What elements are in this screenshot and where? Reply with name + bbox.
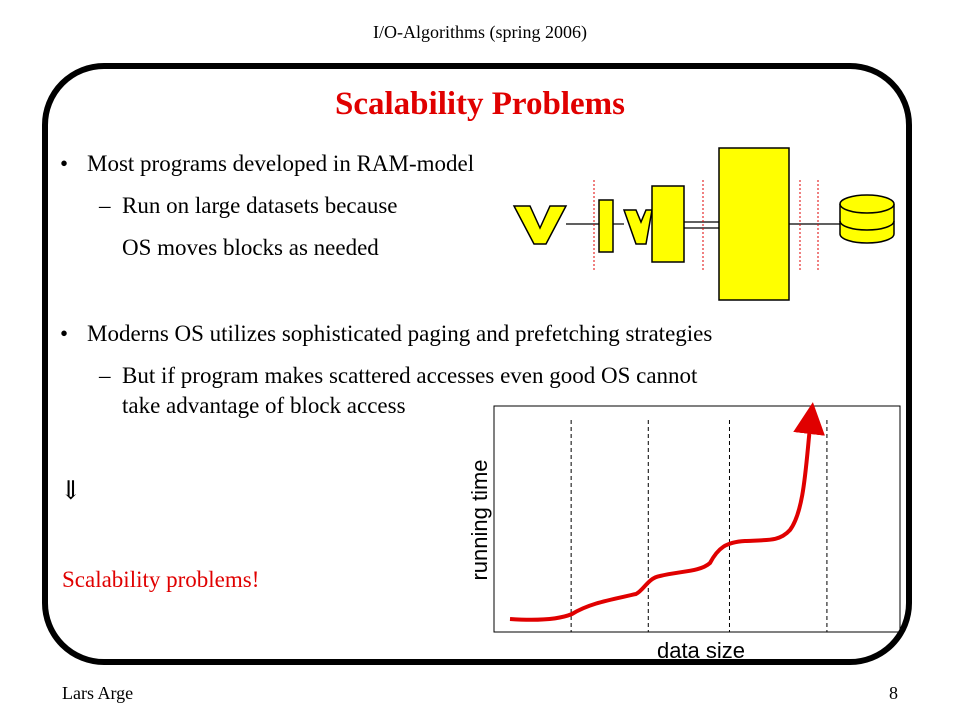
page-number: 8: [889, 683, 898, 703]
slide-frame: [42, 63, 912, 665]
bullet-marker: •: [60, 321, 69, 346]
footer-author: Lars Arge: [62, 683, 134, 703]
sub-bullet-block-access: take advantage of block access: [122, 393, 406, 418]
sub-bullet-large-datasets: Run on large datasets because: [122, 193, 398, 218]
slide-title: Scalability Problems: [335, 86, 625, 122]
x-axis-label: data size: [657, 638, 745, 663]
slide-header: I/O-Algorithms (spring 2006): [373, 22, 587, 42]
bullet-paging: Moderns OS utilizes sophisticated paging…: [87, 321, 713, 346]
running-time-curve: [509, 402, 825, 622]
bullet-marker: •: [60, 151, 69, 176]
y-axis-label: running time: [467, 459, 492, 580]
bullet-ram-model: Most programs developed in RAM-model: [87, 151, 475, 176]
sub-bullet-os-blocks: OS moves blocks as needed: [122, 235, 379, 260]
chart-plot-area: [493, 405, 901, 633]
sub-bullet-scattered: But if program makes scattered accesses …: [122, 363, 698, 388]
sub-bullet-marker: –: [99, 193, 111, 218]
down-arrow: ⇓: [60, 476, 82, 505]
conclusion-text: Scalability problems!: [62, 567, 260, 592]
sub-bullet-marker: –: [99, 363, 111, 388]
